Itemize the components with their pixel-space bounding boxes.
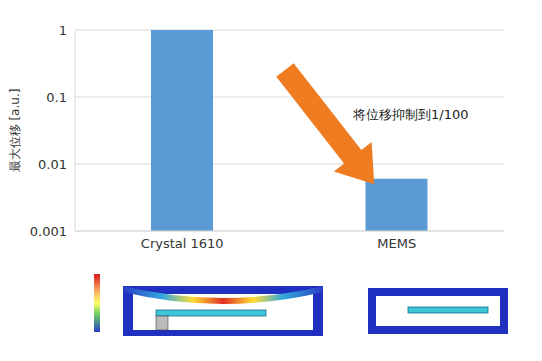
svg-text:0.1: 0.1: [46, 90, 67, 105]
html-text:将位移抑制到1/100: 将位移抑制到1/100: [353, 107, 469, 122]
svg-text:Crystal 1610: Crystal 1610: [141, 236, 224, 251]
svg-text:0.01: 0.01: [38, 157, 67, 172]
svg-text:0.001: 0.001: [30, 224, 67, 239]
svg-text:MEMS: MEMS: [377, 236, 416, 251]
svg-text:最大位移 [a.u.]: 最大位移 [a.u.]: [8, 89, 22, 173]
svg-text:1: 1: [59, 23, 67, 38]
